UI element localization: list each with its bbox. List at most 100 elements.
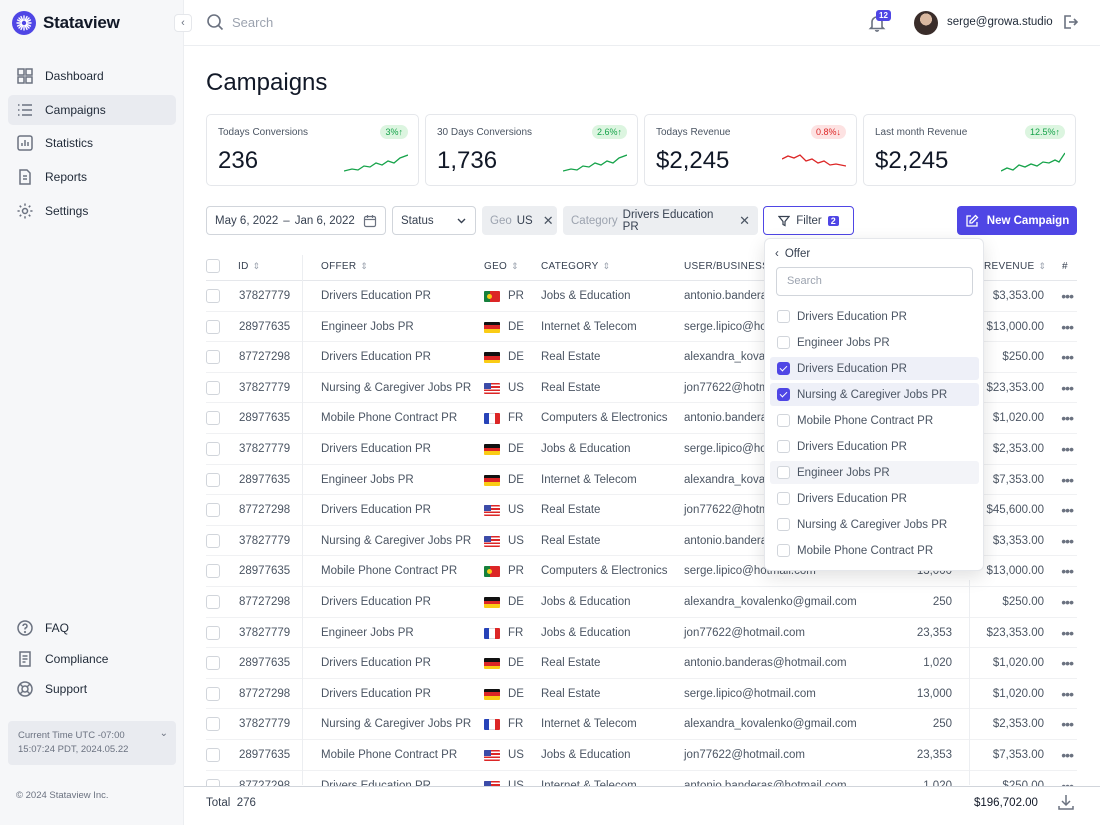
option-checkbox[interactable]	[777, 388, 790, 401]
table-row[interactable]: 28977635 Mobile Phone Contract PR PR Comput…	[206, 556, 1077, 587]
select-all-checkbox[interactable]	[206, 259, 220, 273]
avatar[interactable]	[914, 11, 938, 35]
dropdown-back[interactable]: ‹ Offer	[775, 248, 810, 260]
more-options-icon[interactable]: •••	[1061, 624, 1074, 641]
row-checkbox[interactable]	[206, 533, 220, 548]
more-options-icon[interactable]: •••	[1061, 563, 1074, 580]
table-row[interactable]: 37827779 Nursing & Caregiver Jobs PR US Rea…	[206, 373, 1077, 404]
cell-user[interactable]: alexandra_kovalenko@gmail.com	[684, 596, 857, 608]
row-checkbox[interactable]	[206, 625, 220, 640]
more-options-icon[interactable]: •••	[1061, 379, 1074, 396]
row-checkbox[interactable]	[206, 289, 220, 303]
filter-button[interactable]: Filter 2	[763, 206, 854, 235]
status-select[interactable]: Status	[392, 206, 476, 235]
column-header-revenue[interactable]: REVENUE ⇕	[984, 261, 1046, 272]
more-options-icon[interactable]: •••	[1061, 655, 1074, 672]
table-row[interactable]: 87727298 Drivers Education PR DE Real Estat…	[206, 679, 1077, 710]
table-row[interactable]: 28977635 Mobile Phone Contract PR US Jobs &…	[206, 740, 1077, 771]
row-checkbox[interactable]	[206, 350, 220, 365]
column-header-id[interactable]: ID ⇕	[238, 261, 260, 272]
sidebar-item-campaigns[interactable]: Campaigns	[8, 94, 176, 125]
cell-user[interactable]: jon77622@hotmail.com	[684, 626, 805, 639]
dropdown-search-input[interactable]: Search	[776, 267, 973, 296]
option-checkbox[interactable]	[777, 440, 790, 453]
offer-option[interactable]: Drivers Education PR	[770, 487, 979, 510]
more-options-icon[interactable]: •••	[1061, 716, 1074, 733]
new-campaign-button[interactable]: New Campaign	[957, 206, 1077, 235]
option-checkbox[interactable]	[777, 544, 790, 557]
close-icon[interactable]: ✕	[542, 212, 554, 228]
option-checkbox[interactable]	[777, 518, 790, 531]
user-email[interactable]: serge@growa.studio	[947, 16, 1053, 28]
more-options-icon[interactable]: •••	[1061, 594, 1074, 610]
sidebar-item-dashboard[interactable]: Dashboard	[8, 61, 176, 91]
collapse-sidebar-button[interactable]: ‹	[174, 14, 192, 32]
row-checkbox[interactable]	[206, 717, 220, 732]
row-checkbox[interactable]	[206, 686, 220, 701]
option-checkbox[interactable]	[777, 362, 790, 375]
table-row[interactable]: 87727298 Drivers Education PR DE Jobs & Edu…	[206, 587, 1077, 618]
cell-user[interactable]: antonio.banderas@hotmail.com	[684, 657, 847, 670]
row-checkbox[interactable]	[206, 748, 220, 762]
geo-filter-chip[interactable]: Geo US ✕	[482, 206, 557, 235]
row-checkbox[interactable]	[206, 411, 220, 426]
row-checkbox[interactable]	[206, 656, 220, 671]
offer-option[interactable]: Engineer Jobs PR	[770, 331, 979, 354]
cell-user[interactable]: jon77622@hotmail.com	[684, 749, 805, 761]
sidebar-item-reports[interactable]: Reports	[8, 162, 176, 192]
row-checkbox[interactable]	[206, 442, 220, 456]
table-row[interactable]: 37827779 Engineer Jobs PR FR Jobs & Educati…	[206, 618, 1077, 649]
close-icon[interactable]: ✕	[739, 212, 750, 228]
more-options-icon[interactable]: •••	[1061, 502, 1074, 519]
date-range-picker[interactable]: May 6, 2022 – Jan 6, 2022	[206, 206, 386, 235]
more-options-icon[interactable]: •••	[1061, 532, 1074, 549]
offer-option[interactable]: Drivers Education PR	[770, 357, 979, 380]
row-checkbox[interactable]	[206, 503, 220, 518]
current-time-panel[interactable]: Current Time UTC -07:00 15:07:24 PDT, 20…	[8, 721, 176, 765]
row-checkbox[interactable]	[206, 595, 220, 609]
more-options-icon[interactable]: •••	[1061, 471, 1074, 488]
table-row[interactable]: 28977635 Drivers Education PR DE Real Estat…	[206, 648, 1077, 679]
logout-button[interactable]	[1061, 13, 1079, 34]
offer-option[interactable]: Drivers Education PR	[770, 305, 979, 328]
sidebar-item-statistics[interactable]: Statistics	[8, 128, 176, 158]
cell-user[interactable]: alexandra_kovalenko@gmail.com	[684, 718, 857, 731]
column-header-category[interactable]: CATEGORY ⇕	[541, 261, 610, 272]
option-checkbox[interactable]	[777, 414, 790, 427]
offer-option[interactable]: Nursing & Caregiver Jobs PR	[770, 513, 979, 536]
sidebar-item-compliance[interactable]: Compliance	[8, 644, 176, 674]
search-input[interactable]: Search	[232, 14, 274, 30]
category-filter-chip[interactable]: Category Drivers Education PR ✕	[563, 206, 758, 235]
option-checkbox[interactable]	[777, 336, 790, 349]
more-options-icon[interactable]: •••	[1061, 288, 1074, 304]
global-search[interactable]: Search	[206, 13, 273, 31]
sidebar-item-support[interactable]: Support	[8, 674, 176, 704]
option-checkbox[interactable]	[777, 492, 790, 505]
row-checkbox[interactable]	[206, 472, 220, 487]
column-header-geo[interactable]: GEO ⇕	[484, 261, 519, 272]
sidebar-item-settings[interactable]: Settings	[8, 196, 176, 226]
offer-option[interactable]: Mobile Phone Contract PR	[770, 539, 979, 562]
logo[interactable]: Stataview	[12, 11, 120, 35]
more-options-icon[interactable]: •••	[1061, 747, 1074, 763]
more-options-icon[interactable]: •••	[1061, 685, 1074, 702]
row-checkbox[interactable]	[206, 380, 220, 395]
offer-option[interactable]: Mobile Phone Contract PR	[770, 409, 979, 432]
more-options-icon[interactable]: •••	[1061, 410, 1074, 427]
option-checkbox[interactable]	[777, 310, 790, 323]
row-checkbox[interactable]	[206, 319, 220, 334]
download-button[interactable]	[1057, 793, 1075, 814]
column-header-offer[interactable]: OFFER ⇕	[321, 261, 368, 272]
row-checkbox[interactable]	[206, 564, 220, 579]
sidebar-item-faq[interactable]: FAQ	[8, 613, 176, 643]
offer-option[interactable]: Nursing & Caregiver Jobs PR	[770, 383, 979, 406]
cell-user[interactable]: serge.lipico@hotmail.com	[684, 687, 816, 700]
offer-option[interactable]: Drivers Education PR	[770, 435, 979, 458]
more-options-icon[interactable]: •••	[1061, 318, 1074, 335]
more-options-icon[interactable]: •••	[1061, 441, 1074, 457]
column-header-user[interactable]: USER/BUSINESS	[684, 261, 769, 272]
offer-option[interactable]: Engineer Jobs PR	[770, 461, 979, 484]
notifications-button[interactable]: 12	[868, 10, 891, 35]
option-checkbox[interactable]	[777, 466, 790, 479]
table-row[interactable]: 37827779 Nursing & Caregiver Jobs PR FR Int…	[206, 709, 1077, 740]
